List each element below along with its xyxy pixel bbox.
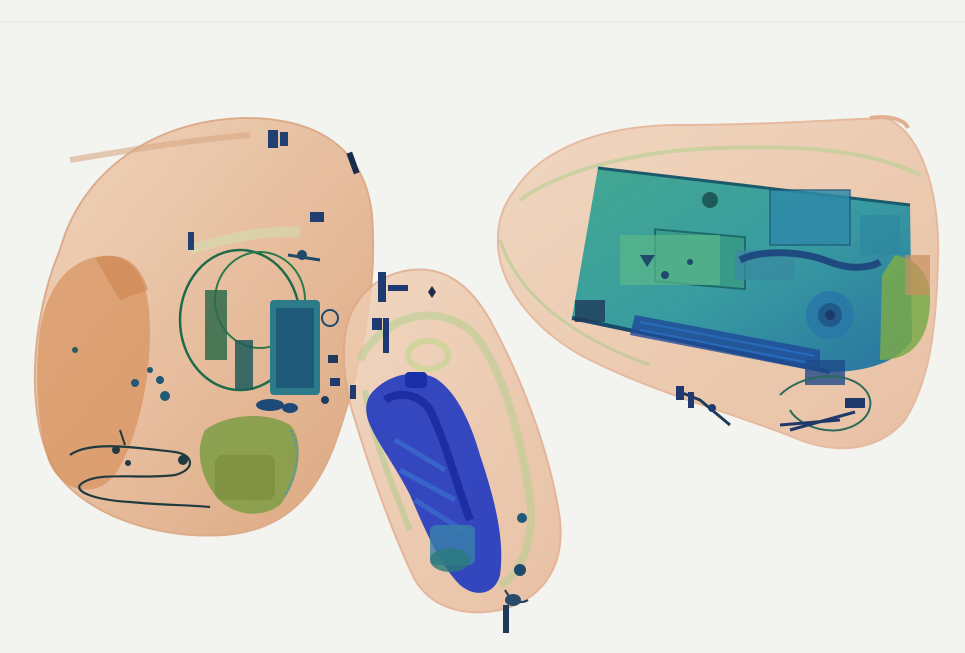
bag-left xyxy=(33,116,375,537)
bag-middle xyxy=(330,268,562,633)
bag-right xyxy=(496,115,940,450)
laptop-scan xyxy=(571,166,931,385)
